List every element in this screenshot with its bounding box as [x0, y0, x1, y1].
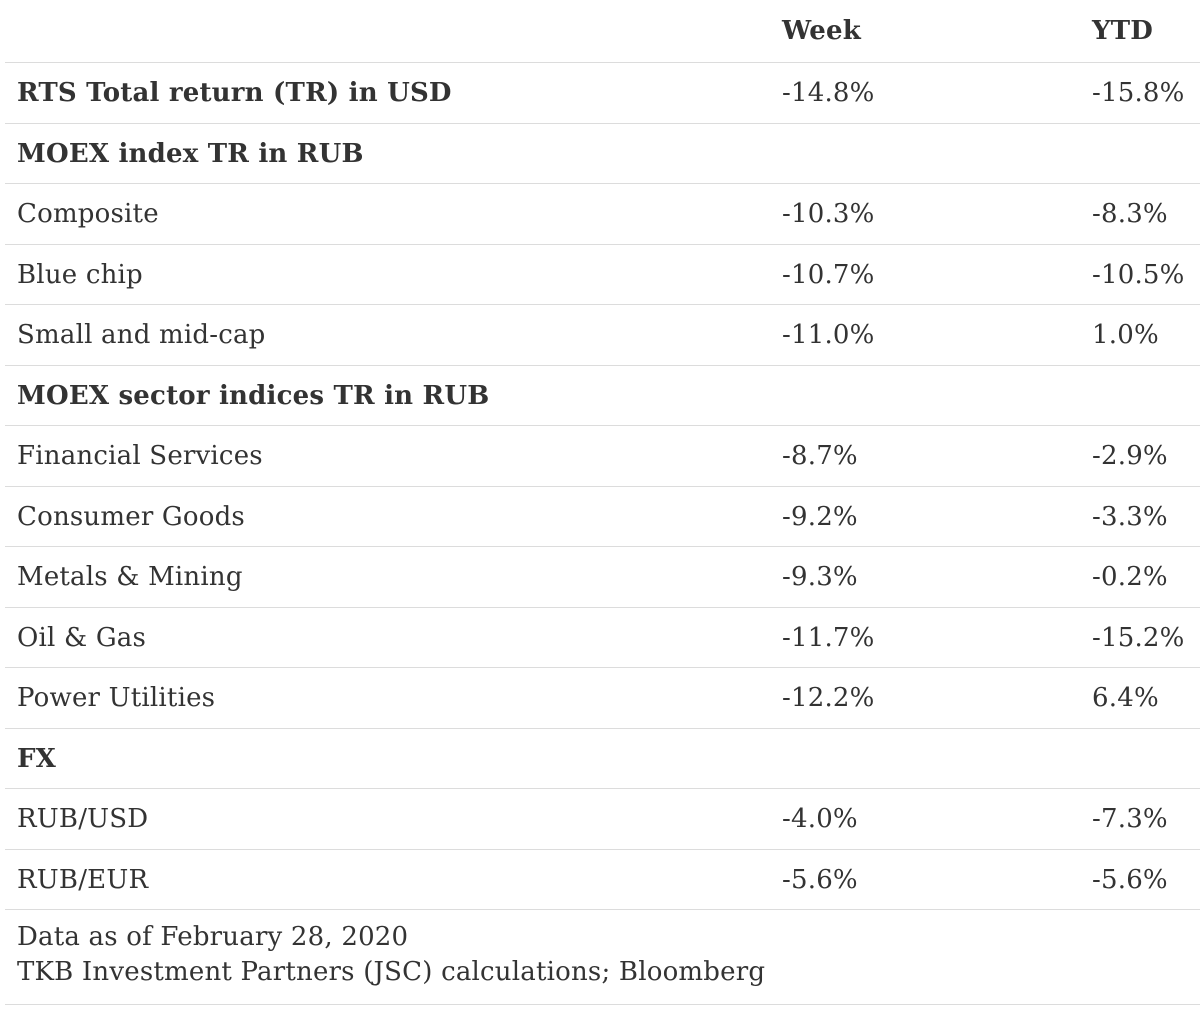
- row-week-value: -9.3%: [782, 562, 858, 592]
- row-label: RUB/USD: [17, 804, 149, 834]
- row-label: Small and mid-cap: [17, 320, 266, 350]
- row-ytd-value: -8.3%: [1092, 199, 1168, 229]
- row-week-value: -8.7%: [782, 441, 858, 471]
- header-ytd: YTD: [1092, 16, 1154, 46]
- footer-source-note: TKB Investment Partners (JSC) calculatio…: [17, 957, 766, 987]
- row-ytd-value: 1.0%: [1092, 320, 1159, 350]
- row-ytd-value: -7.3%: [1092, 804, 1168, 834]
- section-label: MOEX index TR in RUB: [17, 138, 364, 169]
- row-ytd-value: -3.3%: [1092, 501, 1168, 532]
- row-week-value: -10.3%: [782, 199, 875, 229]
- table-section-row: MOEX sector indices TR in RUB: [5, 366, 1200, 426]
- row-week-value: -12.2%: [782, 683, 875, 713]
- row-week-value: -11.7%: [782, 622, 875, 653]
- table-row: RUB/USD -4.0% -7.3%: [5, 789, 1200, 850]
- table-row: Financial Services -8.7% -2.9%: [5, 426, 1200, 487]
- row-label: Blue chip: [17, 259, 143, 290]
- row-week-value: -14.8%: [782, 78, 875, 108]
- table-row: Power Utilities -12.2% 6.4%: [5, 668, 1200, 729]
- table-header-row: Week YTD: [5, 0, 1200, 63]
- row-ytd-value: -2.9%: [1092, 441, 1168, 471]
- row-week-value: -9.2%: [782, 501, 858, 532]
- row-label: Financial Services: [17, 441, 263, 471]
- row-week-value: -10.7%: [782, 259, 875, 290]
- row-label: Power Utilities: [17, 683, 216, 713]
- row-ytd-value: -5.6%: [1092, 864, 1168, 895]
- table-row: RUB/EUR -5.6% -5.6%: [5, 850, 1200, 910]
- section-label: FX: [17, 743, 57, 774]
- row-ytd-value: 6.4%: [1092, 683, 1159, 713]
- row-ytd-value: -15.8%: [1092, 78, 1185, 108]
- row-label: Consumer Goods: [17, 501, 245, 532]
- row-ytd-value: -0.2%: [1092, 562, 1168, 592]
- row-week-value: -4.0%: [782, 804, 858, 834]
- table-row: RTS Total return (TR) in USD -14.8% -15.…: [5, 63, 1200, 124]
- header-week: Week: [782, 16, 861, 46]
- table-footer: Data as of February 28, 2020 TKB Investm…: [5, 910, 1200, 1005]
- row-label: RTS Total return (TR) in USD: [17, 78, 452, 108]
- table-row: Blue chip -10.7% -10.5%: [5, 245, 1200, 305]
- row-week-value: -5.6%: [782, 864, 858, 895]
- row-label: Metals & Mining: [17, 562, 243, 592]
- row-label: Oil & Gas: [17, 622, 147, 653]
- row-label: Composite: [17, 199, 159, 229]
- footer-date-note: Data as of February 28, 2020: [17, 922, 409, 952]
- table-row: Consumer Goods -9.2% -3.3%: [5, 487, 1200, 547]
- table-section-row: FX: [5, 729, 1200, 789]
- section-label: MOEX sector indices TR in RUB: [17, 380, 490, 411]
- row-ytd-value: -15.2%: [1092, 622, 1185, 653]
- table-row: Small and mid-cap -11.0% 1.0%: [5, 305, 1200, 366]
- table-row: Composite -10.3% -8.3%: [5, 184, 1200, 245]
- row-ytd-value: -10.5%: [1092, 259, 1185, 290]
- table-row: Oil & Gas -11.7% -15.2%: [5, 608, 1200, 668]
- row-week-value: -11.0%: [782, 320, 875, 350]
- table-row: Metals & Mining -9.3% -0.2%: [5, 547, 1200, 608]
- row-label: RUB/EUR: [17, 864, 149, 895]
- table-section-row: MOEX index TR in RUB: [5, 124, 1200, 184]
